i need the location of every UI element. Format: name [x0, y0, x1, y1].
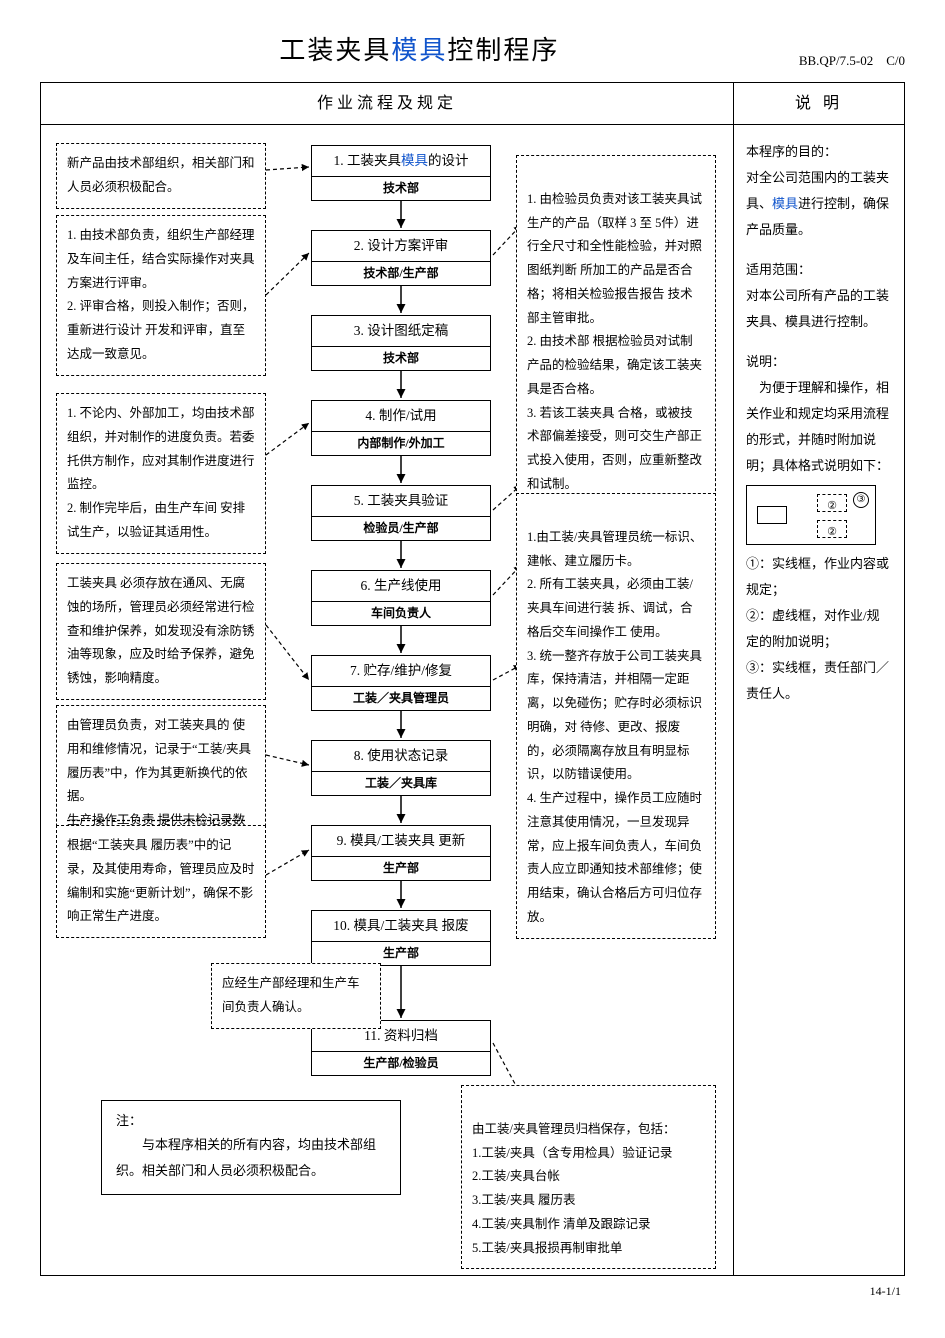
title-blue: 模具 [391, 36, 447, 65]
left-pane: 作业流程及规定 [41, 83, 734, 1276]
flow-area: 1. 工装夹具模具的设计 技术部 2. 设计方案评审 技术部/生产部 3. 设计… [41, 125, 733, 1275]
step-2: 2. 设计方案评审 技术部/生产部 [311, 230, 491, 286]
rp-p1: 本程序的目的： [746, 139, 892, 165]
mini-diagram: ② ② ③ [746, 485, 876, 545]
page-title: 工装夹具模具控制程序 [40, 30, 799, 72]
note-box-title: 注： [116, 1111, 386, 1132]
rp-p6: 为便于理解和操作，相关作业和规定均采用流程的形式，并随时附加说明；具体格式说明如… [746, 375, 892, 479]
step-1: 1. 工装夹具模具的设计 技术部 [311, 145, 491, 201]
step-9: 9. 模具/工装夹具 更新 生产部 [311, 825, 491, 881]
rp-p5: 说明： [746, 349, 892, 375]
note-l1: 新产品由技术部组织，相关部门和人员必须积极配合。 [56, 143, 266, 209]
note-box: 注： 与本程序相关的所有内容，均由技术部组织。相关部门和人员必须积极配合。 [101, 1100, 401, 1195]
step-3: 3. 设计图纸定稿 技术部 [311, 315, 491, 371]
note-l2: 1. 由技术部负责，组织生产部经理及车间主任，结合实际操作对夹具方案进行评审。 … [56, 215, 266, 376]
note-l4: 工装夹具 必须存放在通风、无腐蚀的场所，管理员必须经常进行检查和维护保养，如发现… [56, 563, 266, 700]
mini-dashed-box-2: ② [817, 520, 847, 538]
rp-p3: 适用范围： [746, 257, 892, 283]
note-l5a: 由管理员负责，对工装夹具的 使用和维修情况，记录于“工装/夹具履历表”中，作为其… [67, 718, 251, 803]
right-body: 本程序的目的： 对全公司范围内的工装夹具、模具进行控制，确保产品质量。 适用范围… [734, 125, 904, 721]
mini-solid-box [757, 506, 787, 524]
mini-circle: ③ [853, 492, 869, 508]
step-6: 6. 生产线使用 车间负责人 [311, 570, 491, 626]
note-r1: 1. 由检验员负责对该工装夹具试生产的产品（取样 3 至 5件）进行全尺寸和全性… [516, 155, 716, 506]
rp-leg3: ③：实线框，责任部门／责任人。 [746, 655, 892, 707]
step-10: 10. 模具/工装夹具 报废 生产部 [311, 910, 491, 966]
note-l6: 根据“工装夹具 履历表”中的记录，及其使用寿命，管理员应及时编制和实施“更新计划… [56, 825, 266, 938]
title-part2: 控制程序 [447, 36, 559, 65]
note-r2: 1.由工装/夹具管理员统一标识、建帐、建立履历卡。 2. 所有工装夹具，必须由工… [516, 493, 716, 939]
step-5: 5. 工装夹具验证 检验员/生产部 [311, 485, 491, 541]
note-l7: 应经生产部经理和生产车间负责人确认。 [211, 963, 381, 1029]
page-header: 工装夹具模具控制程序 BB.QP/7.5-02 C/0 [40, 30, 905, 72]
rp-leg1: ①：实线框，作业内容或规定； [746, 551, 892, 603]
doc-code: BB.QP/7.5-02 C/0 [799, 51, 905, 72]
note-l3: 1. 不论内、外部加工，均由技术部组织，并对制作的进度负责。若委托供方制作，应对… [56, 393, 266, 554]
step-4: 4. 制作/试用 内部制作/外加工 [311, 400, 491, 456]
title-part1: 工装夹具 [279, 36, 391, 65]
main-frame: 作业流程及规定 [40, 82, 905, 1277]
rp-p2: 对全公司范围内的工装夹具、模具进行控制，确保产品质量。 [746, 165, 892, 243]
right-pane-title: 说 明 [734, 83, 904, 126]
page-number: 14-1/1 [40, 1282, 905, 1301]
right-pane: 说 明 本程序的目的： 对全公司范围内的工装夹具、模具进行控制，确保产品质量。 … [734, 83, 904, 1276]
mini-dashed-box-1: ② [817, 494, 847, 512]
step-8: 8. 使用状态记录 工装／夹具库 [311, 740, 491, 796]
rp-leg2: ②：虚线框，对作业/规定的附加说明； [746, 603, 892, 655]
note-r3: 由工装/夹具管理员归档保存，包括： 1.工装/夹具（含专用检具）验证记录 2.工… [461, 1085, 716, 1269]
step-7: 7. 贮存/维护/修复 工装／夹具管理员 [311, 655, 491, 711]
left-pane-title: 作业流程及规定 [41, 83, 733, 126]
note-box-body: 与本程序相关的所有内容，均由技术部组织。相关部门和人员必须积极配合。 [116, 1132, 386, 1184]
rp-p4: 对本公司所有产品的工装夹具、模具进行控制。 [746, 283, 892, 335]
